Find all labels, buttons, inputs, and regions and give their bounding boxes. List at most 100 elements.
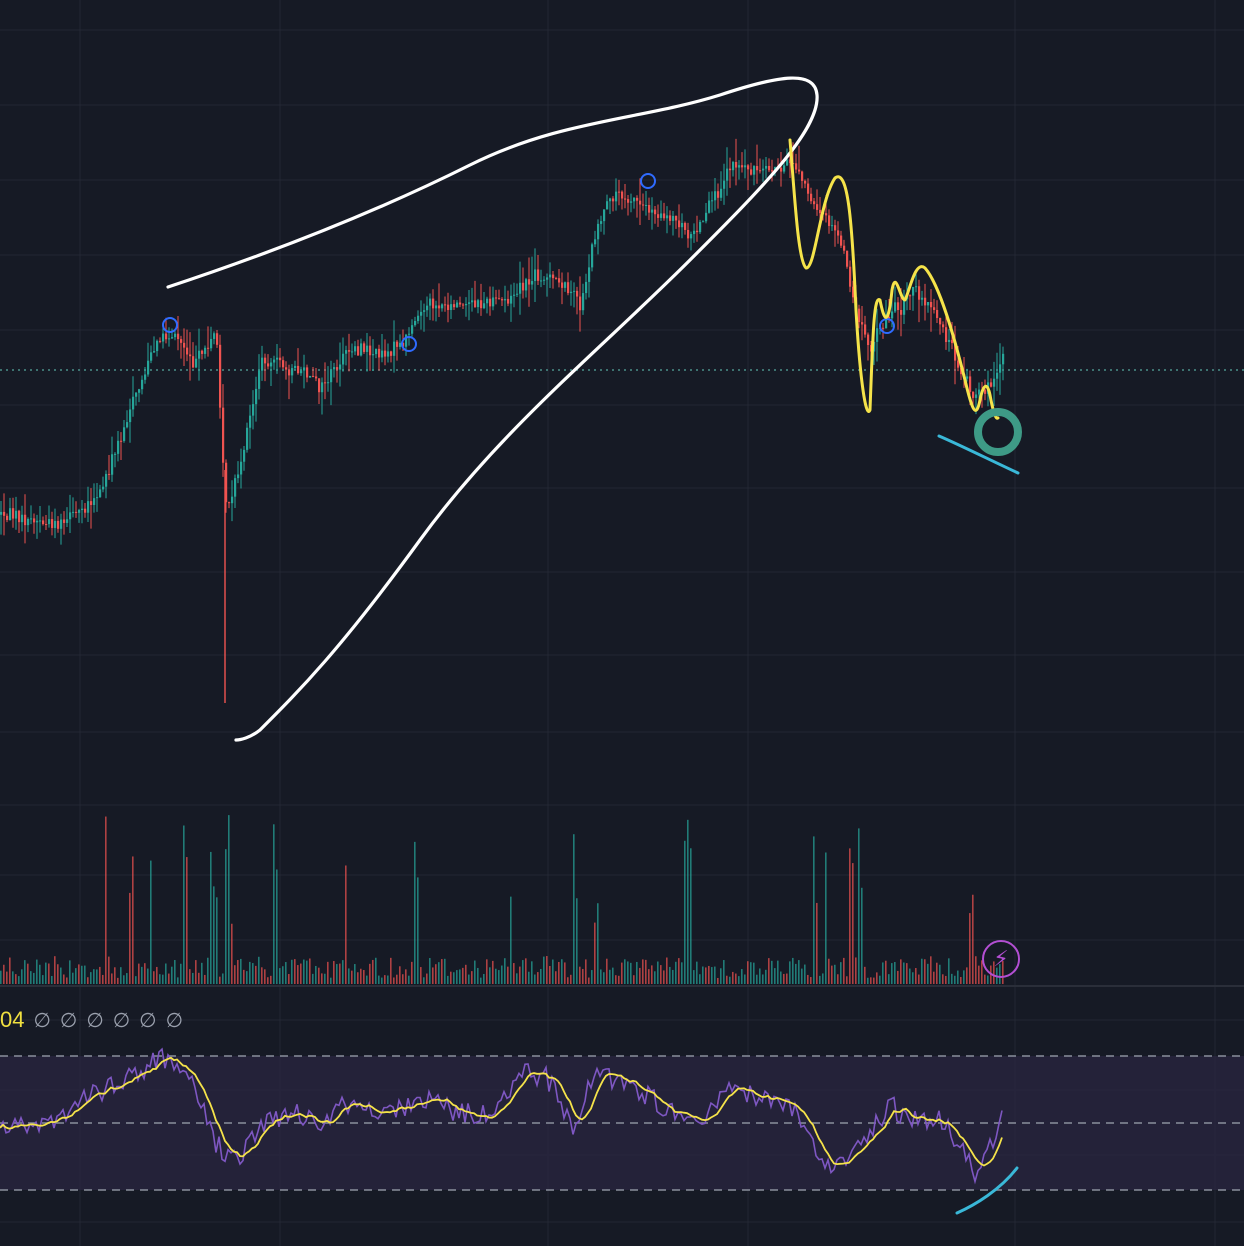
lightning-icon[interactable]: ⚡ bbox=[982, 940, 1020, 978]
candle-body bbox=[72, 511, 75, 513]
candle-body bbox=[837, 230, 840, 236]
volume-bar bbox=[459, 969, 461, 984]
candle-body bbox=[675, 215, 678, 221]
candle-body bbox=[447, 304, 450, 311]
volume-bar bbox=[135, 976, 137, 984]
volume-bar bbox=[447, 975, 449, 984]
candle-body bbox=[933, 307, 936, 310]
candle-body bbox=[3, 511, 6, 516]
candle-body bbox=[561, 282, 564, 288]
volume-bar bbox=[441, 959, 443, 984]
volume-bar bbox=[777, 960, 779, 984]
candle-body bbox=[33, 518, 36, 523]
volume-bar bbox=[894, 962, 896, 984]
volume-bar bbox=[171, 966, 173, 984]
candle-body bbox=[741, 165, 744, 168]
volume-bar bbox=[495, 968, 497, 984]
candle-body bbox=[168, 338, 171, 340]
volume-bar bbox=[873, 977, 875, 984]
volume-bar bbox=[807, 974, 809, 984]
volume-bar bbox=[528, 971, 530, 984]
volume-bar bbox=[66, 977, 68, 984]
drawing-yellow-wave bbox=[788, 138, 1000, 420]
volume-bar bbox=[78, 964, 80, 984]
candle-body bbox=[546, 277, 549, 280]
volume-bar bbox=[870, 977, 872, 984]
candle-body bbox=[255, 388, 258, 405]
volume-bar bbox=[744, 974, 746, 984]
candle-body bbox=[216, 333, 219, 345]
volume-bar bbox=[264, 969, 266, 984]
volume-bar bbox=[888, 974, 890, 984]
candle-body bbox=[843, 245, 846, 251]
candle-body bbox=[90, 501, 93, 505]
candle-body bbox=[210, 338, 213, 349]
candle-body bbox=[351, 351, 354, 353]
volume-bar bbox=[546, 956, 548, 984]
candle-body bbox=[87, 501, 90, 513]
candle-body bbox=[390, 351, 393, 356]
candle-body bbox=[909, 295, 912, 297]
candle-body bbox=[588, 267, 591, 282]
volume-bar bbox=[363, 970, 365, 984]
volume-bar bbox=[402, 974, 404, 984]
volume-bar bbox=[195, 960, 197, 984]
candle-body bbox=[894, 302, 897, 312]
volume-bar bbox=[879, 975, 881, 984]
candle-body bbox=[483, 303, 486, 309]
volume-bar bbox=[579, 966, 581, 984]
candle-body bbox=[522, 282, 525, 291]
volume-bar bbox=[720, 968, 722, 984]
candle-body bbox=[18, 510, 21, 523]
candle-body bbox=[129, 409, 132, 423]
candle-body bbox=[258, 370, 261, 389]
candle-body bbox=[606, 201, 609, 210]
candle-body bbox=[477, 300, 480, 308]
candle-body bbox=[93, 498, 96, 505]
candle-body bbox=[936, 309, 939, 318]
candle-body bbox=[558, 278, 561, 283]
volume-bar bbox=[960, 977, 962, 984]
volume-bar bbox=[231, 923, 233, 984]
candle-body bbox=[927, 301, 930, 306]
volume-bar bbox=[906, 963, 908, 984]
volume-bar bbox=[981, 960, 983, 984]
volume-bar bbox=[150, 860, 152, 984]
candle-body bbox=[318, 378, 321, 393]
candle-body bbox=[333, 367, 336, 370]
volume-bar bbox=[93, 969, 95, 984]
candle-body bbox=[399, 342, 402, 347]
volume-bar bbox=[285, 962, 287, 984]
volume-bar bbox=[543, 956, 545, 984]
volume-bar bbox=[474, 960, 476, 984]
candle-body bbox=[726, 168, 729, 181]
candle-body bbox=[915, 286, 918, 288]
candle-body bbox=[729, 168, 732, 171]
candle-body bbox=[135, 392, 138, 397]
candle-body bbox=[633, 197, 636, 202]
candle-body bbox=[342, 353, 345, 365]
candle-body bbox=[150, 352, 153, 361]
volume-bar bbox=[912, 972, 914, 984]
volume-bar bbox=[828, 958, 830, 984]
candle-body bbox=[24, 514, 27, 526]
candle-body bbox=[0, 511, 3, 515]
volume-bar bbox=[54, 956, 56, 984]
volume-bar bbox=[324, 973, 326, 984]
candle-body bbox=[573, 290, 576, 292]
volume-bar bbox=[648, 969, 650, 984]
rsi-na-5: ∅ bbox=[139, 1009, 157, 1032]
candle-body bbox=[240, 461, 243, 475]
candle-body bbox=[321, 382, 324, 393]
candle-body bbox=[63, 519, 66, 523]
volume-bar bbox=[900, 959, 902, 984]
candle-body bbox=[423, 310, 426, 312]
candle-body bbox=[183, 342, 186, 348]
volume-bar bbox=[33, 972, 35, 984]
volume-bar bbox=[0, 970, 2, 984]
volume-bar bbox=[519, 966, 521, 984]
candle-body bbox=[720, 188, 723, 198]
volume-bar bbox=[933, 971, 935, 984]
candle-body bbox=[798, 169, 801, 172]
